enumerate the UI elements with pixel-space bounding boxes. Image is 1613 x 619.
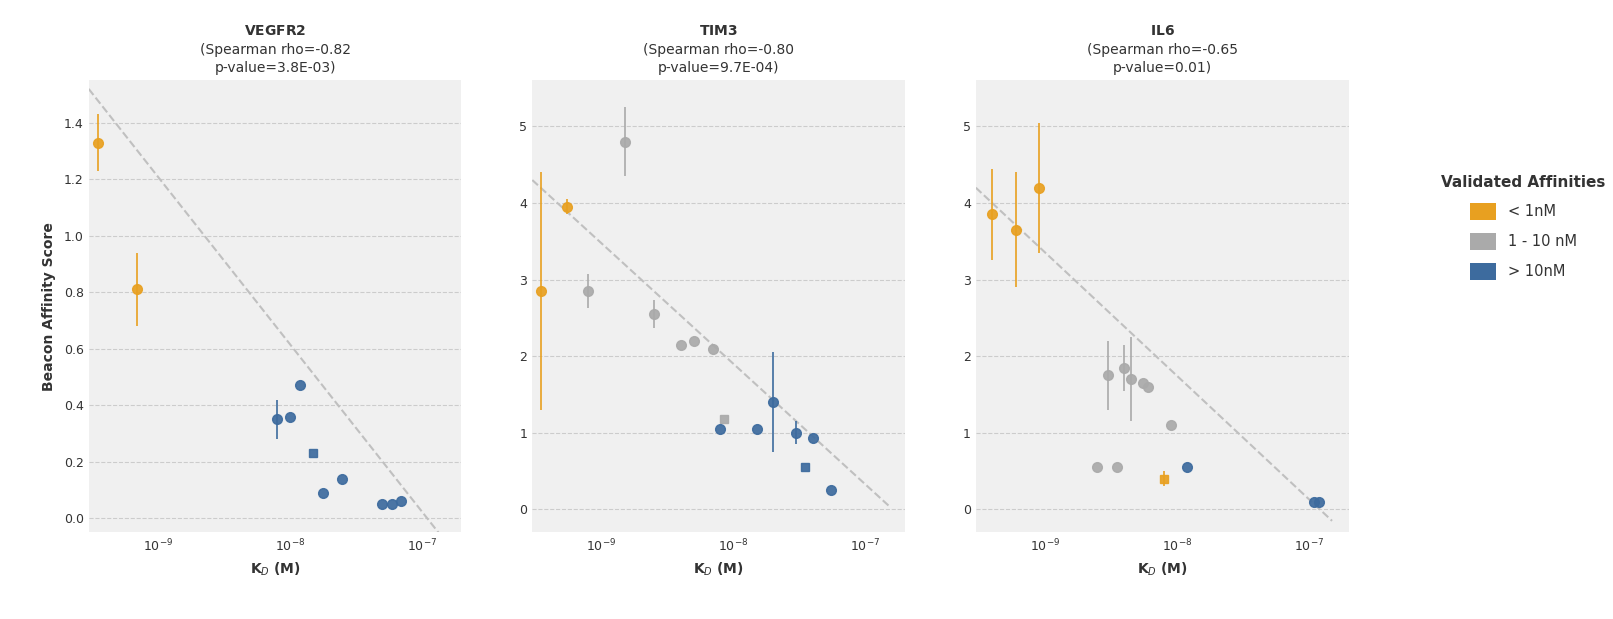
- Legend: < 1nM, 1 - 10 nM, > 10nM: < 1nM, 1 - 10 nM, > 10nM: [1436, 169, 1611, 286]
- Y-axis label: Beacon Affinity Score: Beacon Affinity Score: [42, 222, 55, 391]
- X-axis label: K$_D$ (M): K$_D$ (M): [694, 561, 744, 578]
- X-axis label: K$_D$ (M): K$_D$ (M): [250, 561, 300, 578]
- Title: $\mathbf{VEGFR2}$
(Spearman rho=-0.82
p-value=3.8E-03): $\mathbf{VEGFR2}$ (Spearman rho=-0.82 p-…: [200, 24, 350, 75]
- Title: $\mathbf{TIM3}$
(Spearman rho=-0.80
p-value=9.7E-04): $\mathbf{TIM3}$ (Spearman rho=-0.80 p-va…: [644, 24, 794, 75]
- X-axis label: K$_D$ (M): K$_D$ (M): [1137, 561, 1187, 578]
- Title: $\mathbf{IL6}$
(Spearman rho=-0.65
p-value=0.01): $\mathbf{IL6}$ (Spearman rho=-0.65 p-val…: [1087, 24, 1237, 75]
